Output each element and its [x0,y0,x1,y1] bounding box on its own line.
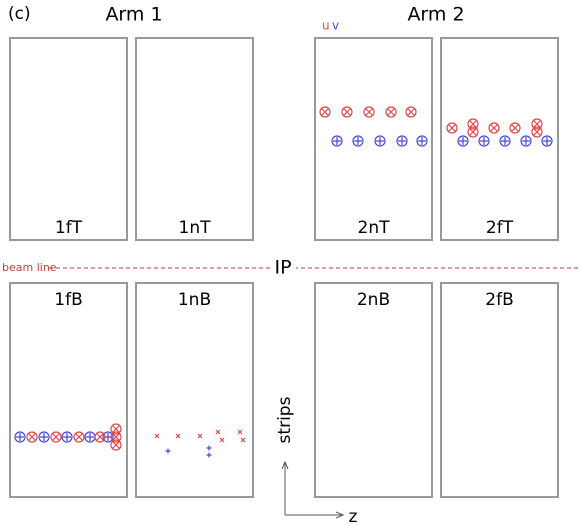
hit [38,431,50,443]
hit [84,431,96,443]
panel-label: 2nT [358,218,391,238]
detector-panel [135,37,254,241]
panel-label: 1fT [55,218,83,238]
detector-panel [135,282,254,498]
hit [61,431,73,443]
hit [352,135,364,147]
panels: 1fT 1nT 2nT 2fT 1fB 1nB 2nB 2fB [9,37,559,498]
figure-label: (c) [8,4,31,24]
beam-line-label: beam line [2,261,57,274]
hit [331,135,343,147]
detector-panel [314,282,433,498]
arm-title: Arm 1 [105,4,162,26]
hit [457,135,469,147]
detector-panel [440,37,559,241]
hit [541,135,553,147]
detector-panel [314,37,433,241]
detector-panel [9,37,128,241]
hit [416,135,428,147]
label-bg [270,258,296,278]
panel-label: 1nB [178,290,211,310]
legend-v: v [332,19,339,33]
hit [520,135,532,147]
ip-label: IP [274,257,291,279]
detector-panel [9,282,128,498]
panel-label: 2nB [357,290,390,310]
axis-label: z [349,507,358,525]
hit [499,135,511,147]
hit [374,135,386,147]
legend-u: u [322,19,330,33]
panel-label: 1nT [179,218,212,238]
panel-label: 2fB [485,290,513,310]
panel-label: 2fT [486,218,514,238]
detector-panel [440,282,559,498]
label-bg [0,260,48,276]
panel-label: 1fB [54,290,82,310]
hit [14,431,26,443]
arm-title: Arm 2 [407,4,464,26]
axis-label: strips [275,396,295,443]
hit [396,135,408,147]
hit [478,135,490,147]
